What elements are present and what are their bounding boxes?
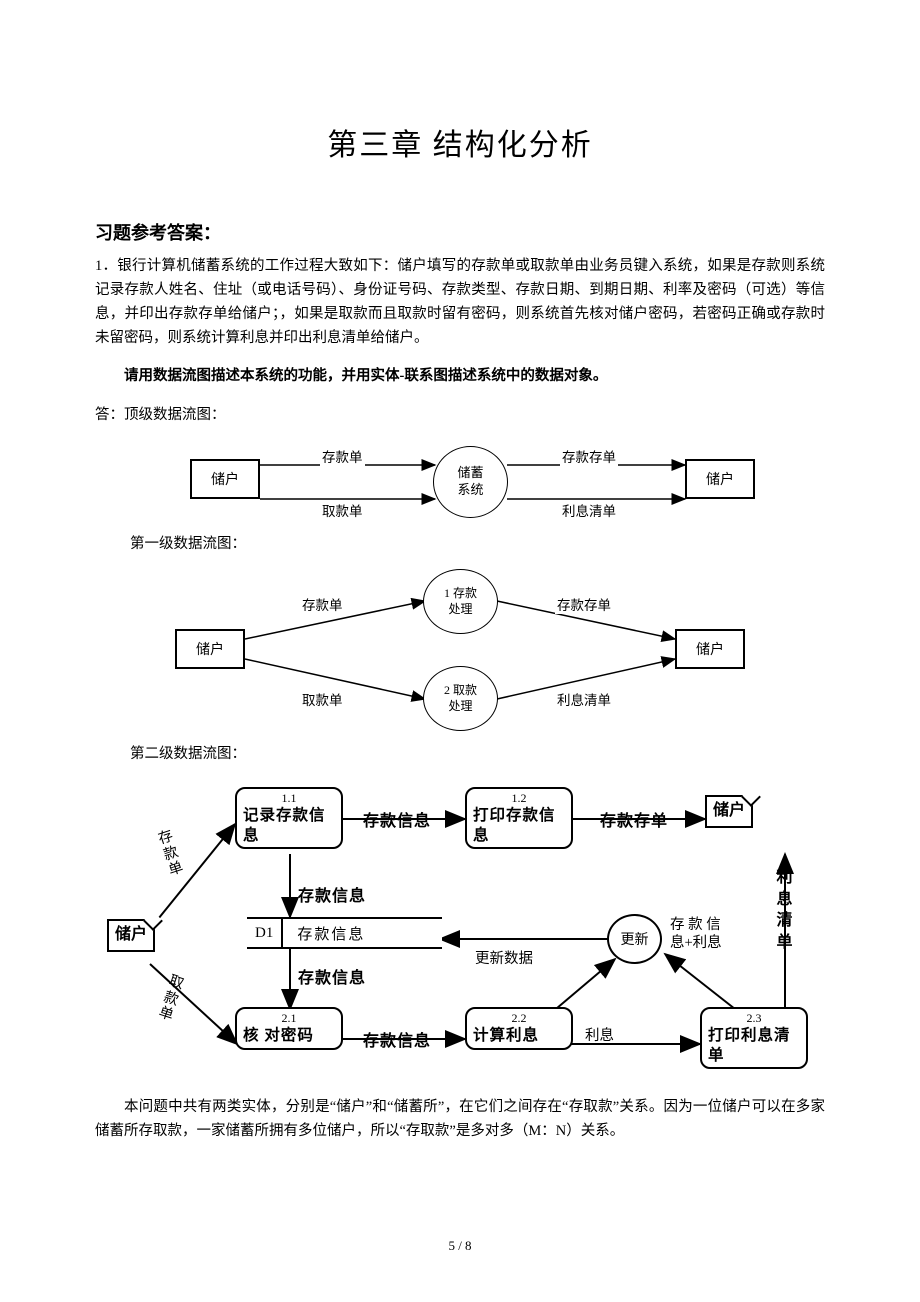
d2-entity-right: 储户 xyxy=(675,629,745,669)
d3-node-12: 1.2 打印存款信息 xyxy=(465,787,573,849)
d1-edge-tl: 存款单 xyxy=(320,446,365,466)
d3-node-22: 2.2 计算利息 xyxy=(465,1007,573,1049)
page-container: 第三章 结构化分析 习题参考答案： 1．银行计算机储蓄系统的工作过程大致如下：储… xyxy=(0,0,920,1302)
diagram1-arrows xyxy=(155,441,885,526)
d3-edge-interest-list: 利息清单 xyxy=(775,867,795,953)
d3-n11-num: 1.1 xyxy=(243,791,335,806)
d3-n21-num: 2.1 xyxy=(243,1011,335,1026)
d1-edge-br: 利息清单 xyxy=(560,500,618,520)
d2-edge-br: 利息清单 xyxy=(555,689,613,709)
label-level1: 第一级数据流图： xyxy=(130,532,825,553)
d2-process2: 2 取款 处理 xyxy=(423,666,498,731)
d2-p1-l2: 处理 xyxy=(448,602,472,618)
d3-n23-label: 打印利息清单 xyxy=(708,1026,800,1065)
d3-node-23: 2.3 打印利息清单 xyxy=(700,1007,808,1069)
d2-edge-tl: 存款单 xyxy=(300,594,345,614)
d3-entity-right-label: 储户 xyxy=(713,802,745,819)
d3-n23-num: 2.3 xyxy=(708,1011,800,1026)
d3-n12-label: 打印存款信息 xyxy=(473,806,565,845)
footer-paragraph: 本问题中共有两类实体，分别是“储户”和“储蓄所”，在它们之间存在“存取款”关系。… xyxy=(95,1096,825,1144)
page-number: 5 / 8 xyxy=(0,1238,920,1254)
section-header: 习题参考答案： xyxy=(95,219,825,245)
d1-edge-bl: 取款单 xyxy=(320,500,365,520)
d3-entity-left-label: 储户 xyxy=(115,926,147,943)
d1-edge-tr: 存款存单 xyxy=(560,446,618,466)
d1-entity-left: 储户 xyxy=(190,459,260,499)
d3-n12-num: 1.2 xyxy=(473,791,565,806)
d3-store-label: 存款信息 xyxy=(283,919,379,947)
d2-edge-tr: 存款存单 xyxy=(555,594,613,614)
chapter-title: 第三章 结构化分析 xyxy=(95,120,825,164)
d3-update-circle: 更新 xyxy=(607,914,662,964)
d3-edge-info-top: 存款信息 xyxy=(363,807,431,831)
d2-p2-l1: 2 取款 xyxy=(444,683,477,699)
label-level2: 第二级数据流图： xyxy=(130,742,825,763)
d3-entity-right: 储户 xyxy=(705,795,753,828)
d1-entity-right: 储户 xyxy=(685,459,755,499)
d3-n22-num: 2.2 xyxy=(473,1011,565,1026)
d3-node-21: 2.1 核 对密码 xyxy=(235,1007,343,1049)
diagram-level1: 储户 1 存款 处理 2 取款 处理 储户 存款单 取款单 存款存单 利息清单 xyxy=(135,561,865,736)
d3-edge-info-mid: 存款信息 xyxy=(363,1027,431,1051)
problem-task: 请用数据流图描述本系统的功能，并用实体-联系图描述系统中的数据对象。 xyxy=(95,365,825,389)
d3-n21-label: 核 对密码 xyxy=(243,1026,335,1045)
d2-process1: 1 存款 处理 xyxy=(423,569,498,634)
d2-p2-l2: 处理 xyxy=(448,699,472,715)
d3-store-id: D1 xyxy=(247,919,283,947)
d2-p1-l1: 1 存款 xyxy=(444,586,477,602)
d3-edge-receipt: 存款存单 xyxy=(600,807,668,831)
diagram-level0: 储户 储蓄 系统 储户 存款单 取款单 存款存单 利息清单 xyxy=(155,441,885,526)
d3-edge-info-down: 存款信息 xyxy=(298,882,366,906)
d3-node-11: 1.1 记录存款信息 xyxy=(235,787,343,849)
d3-edge-plus-interest: 存 款 信息+利息 xyxy=(670,917,732,952)
problem-text: 1．银行计算机储蓄系统的工作过程大致如下：储户填写的存款单或取款单由业务员键入系… xyxy=(95,255,825,351)
d3-entity-left: 储户 xyxy=(107,919,155,952)
d1-process-l2: 系统 xyxy=(457,482,483,499)
d3-n11-label: 记录存款信息 xyxy=(243,806,335,845)
d3-datastore: D1 存款信息 xyxy=(247,917,442,949)
d3-edge-info-up: 存款信息 xyxy=(298,964,366,988)
d2-entity-left: 储户 xyxy=(175,629,245,669)
diagram-level2: 储户 储户 1.1 记录存款信息 1.2 打印存款信息 2.1 核 对密码 2.… xyxy=(95,769,825,1084)
d3-edge-interest: 利息 xyxy=(585,1024,614,1045)
d3-edge-update-data: 更新数据 xyxy=(475,947,533,968)
d1-process-l1: 储蓄 xyxy=(457,465,483,482)
answer-prefix: 答：顶级数据流图： xyxy=(95,404,825,427)
d3-n22-label: 计算利息 xyxy=(473,1026,565,1045)
d1-process: 储蓄 系统 xyxy=(433,446,508,518)
d2-edge-bl: 取款单 xyxy=(300,689,345,709)
